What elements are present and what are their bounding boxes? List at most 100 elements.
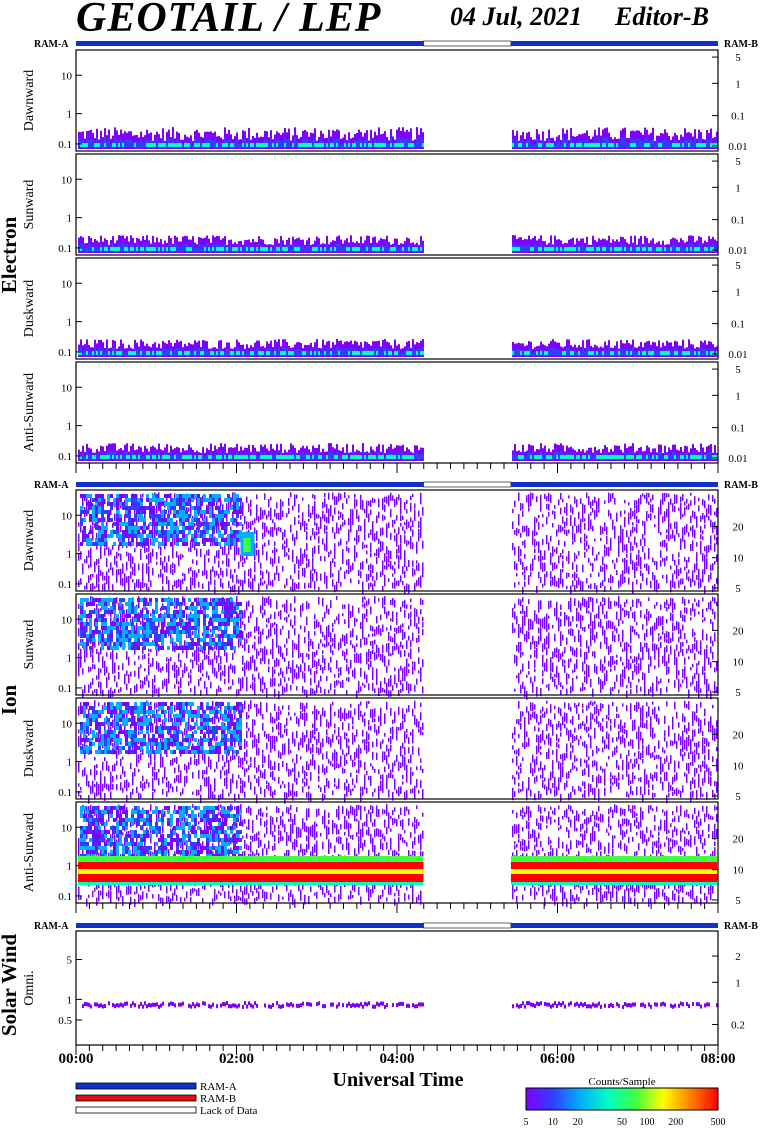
electron-cell <box>374 143 376 147</box>
electron-cell <box>664 138 666 148</box>
electron-cell <box>310 248 312 253</box>
electron-cell <box>176 347 178 356</box>
ion-cell <box>518 495 520 501</box>
ion-cell <box>696 574 698 580</box>
electron-cell <box>244 455 246 459</box>
ion-cell <box>632 564 634 570</box>
ion-cell <box>236 550 238 555</box>
right-tick-label: 1 <box>735 182 741 194</box>
ion-cell <box>404 570 406 578</box>
ion-cell <box>304 571 306 578</box>
electron-cell <box>120 455 122 459</box>
electron-cell <box>664 351 666 355</box>
right-tick-label: 5 <box>735 52 741 64</box>
ion-cell <box>520 503 522 508</box>
ion-cell <box>524 554 526 559</box>
electron-cell <box>146 143 148 147</box>
electron-cell <box>636 247 638 251</box>
electron-cell <box>180 351 182 355</box>
ion-cell <box>104 498 106 505</box>
ion-cell <box>296 555 298 564</box>
electron-cell <box>106 247 108 251</box>
ion-cell <box>628 566 630 575</box>
electron-cell <box>520 244 522 252</box>
ion-cell <box>80 578 82 584</box>
ion-cell <box>684 501 686 506</box>
electron-cell <box>420 247 422 251</box>
electron-cell <box>542 246 544 252</box>
ion-cell <box>678 533 680 538</box>
electron-cell <box>630 455 632 459</box>
electron-cell <box>128 246 130 252</box>
electron-cell <box>132 141 134 148</box>
ion-cell <box>710 572 712 580</box>
ion-cell <box>132 570 134 575</box>
ion-cell <box>124 573 126 578</box>
ion-cell <box>226 568 228 577</box>
ion-cell <box>674 497 676 505</box>
electron-cell <box>616 348 618 356</box>
electron-cell <box>224 351 226 357</box>
electron-cell <box>650 456 652 461</box>
electron-cell <box>168 455 170 459</box>
electron-cell <box>690 247 692 251</box>
electron-cell <box>88 453 90 460</box>
ion-cell <box>346 498 348 504</box>
electron-cell <box>558 452 560 460</box>
ion-cell <box>222 570 224 578</box>
ion-cell <box>560 576 562 585</box>
electron-cell <box>130 139 132 148</box>
electron-cell <box>390 138 392 148</box>
electron-cell <box>152 143 154 147</box>
electron-cell <box>596 351 598 355</box>
electron-cell <box>530 247 532 251</box>
ion-cell <box>206 550 208 556</box>
ion-cell <box>196 548 198 557</box>
ion-cell <box>340 538 342 546</box>
electron-cell <box>652 455 654 459</box>
electron-cell <box>548 143 550 147</box>
ion-cell <box>160 569 162 578</box>
ion-cell <box>402 581 404 585</box>
ion-cell <box>602 556 604 563</box>
ion-cell <box>312 564 314 571</box>
ion-cell <box>644 537 646 547</box>
ion-cell <box>316 531 318 536</box>
electron-cell <box>294 350 296 356</box>
electron-cell <box>284 351 286 355</box>
ion-cell <box>562 549 564 554</box>
electron-cell <box>570 351 572 355</box>
ion-cell <box>632 522 634 526</box>
electron-cell <box>130 452 132 460</box>
ion-cell <box>270 496 272 501</box>
electron-cell <box>172 143 174 147</box>
electron-cell <box>320 247 322 251</box>
ion-cell <box>546 516 548 525</box>
ion-cell <box>572 580 574 585</box>
electron-cell <box>674 244 676 252</box>
electron-cell <box>174 455 176 459</box>
electron-cell <box>268 142 270 148</box>
electron-cell <box>410 351 412 355</box>
ion-cell <box>382 527 384 536</box>
electron-cell <box>556 455 558 459</box>
electron-cell <box>654 454 656 460</box>
electron-cell <box>590 351 592 355</box>
electron-cell <box>150 351 152 357</box>
ion-cell <box>264 493 266 500</box>
ion-cell <box>228 547 230 554</box>
electron-cell <box>192 350 194 356</box>
electron-cell <box>684 452 686 460</box>
electron-cell <box>234 247 236 251</box>
electron-cell <box>378 143 380 147</box>
electron-cell <box>122 455 124 460</box>
electron-cell <box>712 247 714 251</box>
ion-cell <box>370 509 372 515</box>
ion-cell <box>294 537 296 546</box>
ion-cell <box>400 522 402 527</box>
ion-cell <box>240 579 242 587</box>
electron-cell <box>686 351 688 355</box>
ion-cell <box>562 526 564 532</box>
